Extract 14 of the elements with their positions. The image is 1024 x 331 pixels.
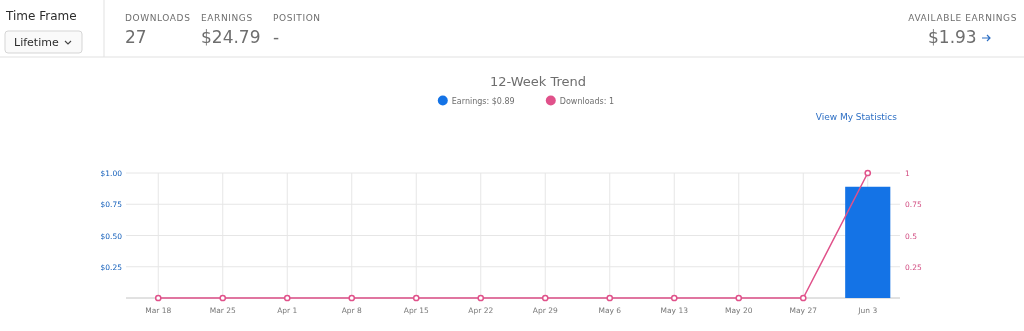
text: $24.79 xyxy=(201,27,261,47)
text: EARNINGS xyxy=(201,13,253,23)
text: Time Frame xyxy=(5,9,77,23)
legend-label: Earnings: $0.89 xyxy=(451,97,515,106)
text: DOWNLOADS xyxy=(125,13,191,23)
legend-label: Downloads: 1 xyxy=(559,97,615,106)
text: $1.93 xyxy=(928,27,977,47)
text: View My Statistics xyxy=(815,112,898,122)
text: Lifetime xyxy=(14,36,59,49)
text: POSITION xyxy=(273,13,321,23)
text: 27 xyxy=(125,27,147,47)
text: - xyxy=(273,27,280,47)
chart-title: 12-Week Trend xyxy=(489,74,587,89)
text: AVAILABLE EARNINGS xyxy=(908,13,1017,23)
